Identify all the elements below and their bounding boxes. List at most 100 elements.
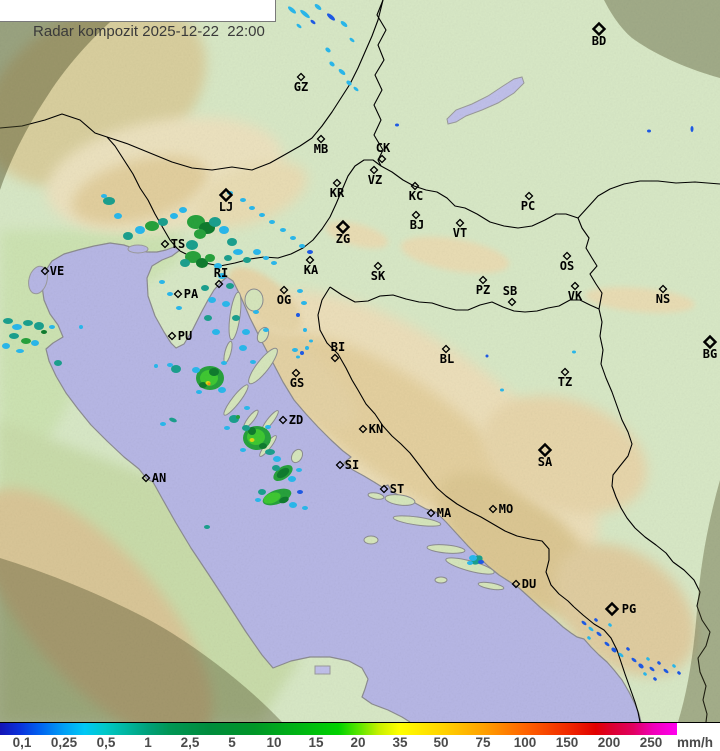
- city-lj: LJ: [218, 187, 234, 214]
- city-diamond-icon: [160, 239, 170, 249]
- city-diamond-icon: [218, 187, 234, 203]
- legend-tick: 5: [228, 735, 236, 750]
- city-mb: MB: [314, 134, 328, 156]
- city-label: PA: [184, 287, 199, 301]
- legend-tick: 15: [308, 735, 324, 750]
- city-diamond-icon: [358, 424, 368, 434]
- city-label: SA: [538, 455, 553, 469]
- city-ts: TS: [160, 237, 185, 251]
- city-pu: PU: [167, 329, 192, 343]
- terrain-noise: [0, 0, 720, 722]
- city-sk: SK: [371, 261, 386, 283]
- city-zd: ZD: [278, 413, 303, 427]
- legend-tick: 0,1: [12, 735, 32, 750]
- city-diamond-icon: [40, 266, 50, 276]
- city-og: OG: [277, 285, 291, 307]
- city-diamond-icon: [524, 191, 534, 201]
- city-ma: MA: [426, 506, 452, 520]
- city-diamond-icon: [570, 281, 580, 291]
- city-label: MB: [314, 142, 328, 156]
- city-diamond-icon: [296, 72, 306, 82]
- city-diamond-icon: [702, 334, 718, 350]
- legend-colorbar: [0, 723, 677, 735]
- city-gz: GZ: [294, 72, 308, 94]
- city-label: PZ: [476, 283, 490, 297]
- city-diamond-icon: [141, 473, 151, 483]
- city-bi: BI: [330, 340, 345, 363]
- city-ve: VE: [40, 264, 64, 278]
- city-diamond-icon: [591, 21, 607, 37]
- city-an: AN: [141, 471, 166, 485]
- city-label: BL: [440, 352, 454, 366]
- city-label: BG: [703, 347, 717, 361]
- legend-tick: 50: [433, 735, 449, 750]
- city-label: TS: [171, 237, 185, 251]
- legend-unit: mm/h: [676, 735, 714, 750]
- city-kr: KR: [330, 178, 345, 200]
- city-pg: PG: [604, 601, 636, 617]
- city-diamond-icon: [426, 508, 436, 518]
- city-kn: KN: [358, 422, 383, 436]
- city-label: OG: [277, 293, 291, 307]
- city-label: RI: [214, 266, 228, 280]
- city-markers: VE GZ BD MB CK VZ KR KC PC BJ VT ZG LJ TS RI PA PU KA OG SK…: [40, 21, 718, 617]
- city-vz: VZ: [368, 165, 382, 187]
- city-bl: BL: [440, 344, 454, 366]
- city-diamond-icon: [658, 284, 668, 294]
- legend-tick: 75: [475, 735, 491, 750]
- page-title: Radar kompozit 2025-12-22 22:00: [33, 23, 265, 40]
- city-vk: VK: [568, 281, 583, 303]
- city-pc: PC: [521, 191, 535, 213]
- city-label: KR: [330, 186, 345, 200]
- city-gs: GS: [290, 368, 304, 390]
- city-label: VT: [453, 226, 467, 240]
- city-diamond-icon: [335, 219, 351, 235]
- city-ri: RI: [214, 266, 228, 289]
- city-os: OS: [560, 251, 574, 273]
- legend-tick: 10: [266, 735, 282, 750]
- legend-tick: 2,5: [180, 735, 200, 750]
- city-mo: MO: [488, 502, 513, 516]
- city-label: OS: [560, 259, 574, 273]
- city-label: MA: [437, 506, 452, 520]
- legend-tick: 20: [350, 735, 366, 750]
- city-label: BI: [331, 340, 345, 354]
- legend-tick: 1: [144, 735, 152, 750]
- city-label: MO: [499, 502, 513, 516]
- city-diamond-icon: [335, 460, 345, 470]
- city-diamond-icon: [305, 255, 315, 265]
- city-label: GZ: [294, 80, 308, 94]
- city-diamond-icon: [507, 297, 517, 307]
- city-ns: NS: [656, 284, 670, 306]
- legend-tick: 0,25: [50, 735, 78, 750]
- city-label: BD: [592, 34, 606, 48]
- legend-tick: 100: [513, 735, 537, 750]
- city-label: ZD: [289, 413, 303, 427]
- city-diamond-icon: [377, 154, 387, 164]
- city-diamond-icon: [291, 368, 301, 378]
- city-diamond-icon: [379, 484, 389, 494]
- city-kc: KC: [409, 181, 423, 203]
- city-label: GS: [290, 376, 304, 390]
- city-label: VE: [50, 264, 64, 278]
- city-label: KA: [304, 263, 319, 277]
- city-zg: ZG: [335, 219, 351, 246]
- city-bj: BJ: [410, 210, 424, 232]
- city-label: PC: [521, 199, 535, 213]
- city-diamond-icon: [411, 210, 421, 220]
- city-diamond-icon: [369, 165, 379, 175]
- city-diamond-icon: [488, 504, 498, 514]
- city-diamond-icon: [562, 251, 572, 261]
- city-diamond-icon: [560, 367, 570, 377]
- city-diamond-icon: [410, 181, 420, 191]
- title-bar: Radar kompozit 2025-12-22 22:00: [0, 0, 276, 40]
- city-sa: SA: [538, 442, 553, 469]
- city-label: LJ: [219, 200, 233, 214]
- city-pz: PZ: [476, 275, 490, 297]
- city-label: VZ: [368, 173, 382, 187]
- city-diamond-icon: [173, 289, 183, 299]
- legend-tick: 250: [639, 735, 663, 750]
- city-label: SK: [371, 269, 386, 283]
